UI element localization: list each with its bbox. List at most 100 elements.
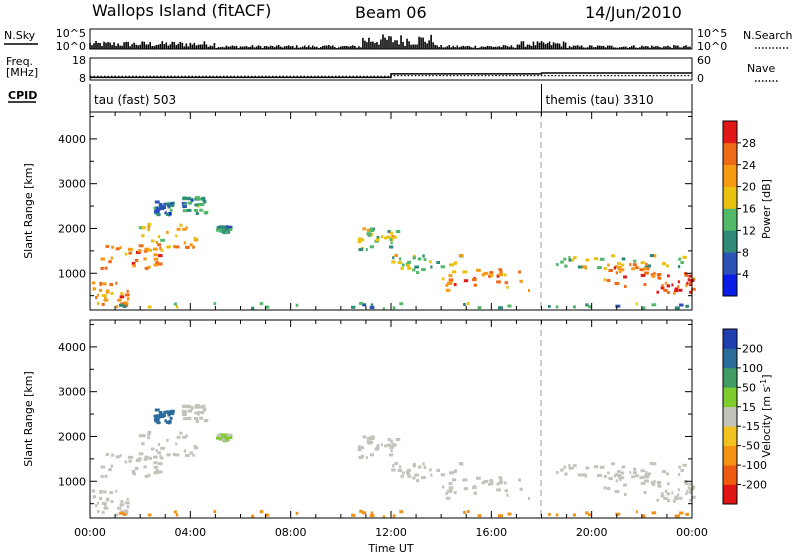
range-gate-cell	[564, 472, 568, 476]
range-gate-cell	[569, 258, 574, 262]
range-gate-cell	[108, 260, 112, 264]
colorbar-swatch	[723, 274, 737, 297]
range-gate-cell	[384, 444, 387, 448]
range-gate-cell	[157, 415, 162, 419]
range-gate-cell	[613, 474, 617, 478]
range-gate-cell	[375, 446, 380, 450]
range-gate-cell	[218, 229, 222, 233]
range-gate-cell	[653, 479, 656, 483]
range-gate-cell	[644, 479, 649, 483]
range-gate-cell	[182, 205, 187, 209]
range-gate-cell	[104, 504, 107, 508]
range-gate-cell	[498, 481, 504, 485]
range-gate-cell	[169, 208, 173, 212]
range-gate-cell	[496, 280, 501, 284]
range-gate-cell	[664, 281, 668, 285]
nsearch-label: N.Search	[743, 29, 793, 42]
range-gate-cell	[661, 262, 667, 266]
range-gate-cell	[685, 284, 688, 288]
range-gate-cell	[155, 240, 158, 244]
range-gate-cell	[99, 496, 103, 500]
range-gate-cell	[391, 260, 396, 264]
range-gate-cell	[672, 499, 676, 503]
range-gate-cell	[599, 257, 605, 261]
range-gate-cell	[124, 460, 128, 464]
range-gate-cell	[414, 473, 420, 477]
range-gate-cell	[155, 206, 158, 210]
range-gate-cell	[688, 491, 692, 495]
range-gate-cell	[172, 245, 176, 248]
range-gate-cell	[639, 268, 644, 272]
range-gate-cell	[684, 481, 689, 485]
range-gate-cell	[194, 203, 198, 207]
range-gate-cell	[620, 263, 625, 267]
range-gate-cell	[436, 469, 440, 472]
colorbar-tick-label: 15	[742, 401, 756, 414]
range-gate-cell	[615, 265, 618, 268]
range-gate-cell	[229, 433, 233, 437]
range-gate-cell	[412, 256, 416, 260]
range-gate-cell	[389, 245, 394, 249]
range-gate-cell	[153, 465, 159, 469]
range-gate-cell	[375, 238, 380, 242]
range-gate-cell	[158, 462, 163, 466]
range-gate-cell	[640, 273, 646, 277]
range-gate-cell	[640, 261, 645, 265]
power-colorbar-ticks: 4 8 12 16 20 24 28	[737, 137, 756, 281]
range-gate-cell	[442, 277, 445, 281]
range-gate-cell	[629, 263, 632, 267]
x-tick-label: 00:00	[74, 526, 106, 539]
range-gate-cell	[617, 265, 622, 269]
colorbar-tick-label: 100	[742, 362, 763, 375]
range-gate-cell	[399, 302, 404, 306]
velocity-label-main: Velocity [m s	[760, 386, 773, 457]
range-gate-cell	[386, 235, 391, 239]
range-gate-cell	[183, 449, 187, 453]
range-gate-cell	[197, 410, 201, 414]
range-gate-cell	[221, 433, 227, 437]
range-gate-cell	[489, 271, 494, 275]
range-gate-cell	[585, 303, 589, 307]
range-gate-cell	[100, 465, 105, 469]
range-gate-cell	[619, 478, 622, 482]
range-gate-cell	[463, 487, 469, 491]
range-gate-cell	[633, 259, 637, 263]
range-gate-cell	[99, 288, 103, 292]
range-gate-cell	[481, 481, 485, 485]
range-gate-cell	[407, 468, 411, 472]
power-colorbar-swatches	[723, 121, 737, 297]
range-gate-cell	[416, 271, 420, 275]
range-gate-cell	[679, 303, 684, 307]
range-gate-cell	[621, 465, 626, 469]
range-gate-cell	[674, 306, 680, 310]
range-gate-cell	[201, 196, 206, 200]
range-gate-cell	[462, 478, 468, 482]
range-gate-cell	[658, 276, 662, 280]
range-gate-cell	[158, 262, 163, 266]
range-gate-cell	[635, 474, 639, 478]
range-gate-cell	[603, 475, 607, 478]
range-gate-cell	[100, 266, 104, 270]
range-gate-cell	[678, 265, 681, 269]
x-tick-label: 12:00	[375, 526, 407, 539]
colorbar-tick-label: 28	[742, 137, 756, 150]
x-axis-label: Time UT	[367, 542, 413, 554]
range-gate-cell	[678, 288, 683, 292]
range-gate-cell	[126, 297, 130, 301]
range-gate-cell	[365, 248, 368, 252]
range-gate-cell	[407, 474, 412, 478]
range-gate-cell	[166, 438, 169, 442]
range-gate-cell	[603, 267, 607, 270]
range-gate-cell	[197, 202, 201, 206]
range-gate-cell	[175, 305, 179, 309]
range-gate-cell	[115, 305, 119, 309]
range-gate-cell	[105, 244, 109, 248]
range-gate-cell	[202, 199, 207, 203]
range-gate-cell	[155, 261, 159, 265]
range-gate-cell	[182, 227, 187, 231]
range-gate-cell	[386, 443, 391, 447]
colorbar-swatch	[723, 252, 737, 275]
power-scatter	[91, 195, 696, 311]
range-gate-cell	[221, 225, 227, 229]
range-gate-cell	[651, 274, 656, 278]
